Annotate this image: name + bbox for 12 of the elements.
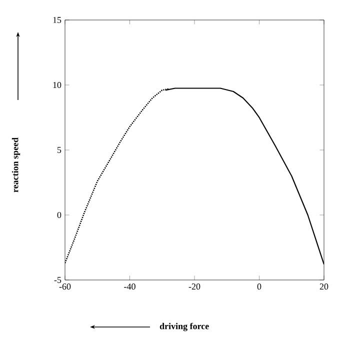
- x-tick-label: -60: [59, 284, 71, 290]
- y-tick-label: 0: [57, 212, 62, 218]
- x-tick-label: -40: [124, 284, 136, 290]
- y-tick-label: 15: [53, 16, 62, 24]
- x-tick-label: 0: [257, 284, 262, 290]
- y-axis-title: reaction speed: [12, 138, 20, 192]
- x-axis-title: driving force: [160, 322, 209, 332]
- x-tick-label: 20: [320, 284, 328, 290]
- y-tick-label: -5: [54, 276, 62, 283]
- y-tick-label: 5: [57, 147, 62, 153]
- x-tick-label: -20: [188, 284, 200, 290]
- y-tick-label: 10: [53, 82, 62, 88]
